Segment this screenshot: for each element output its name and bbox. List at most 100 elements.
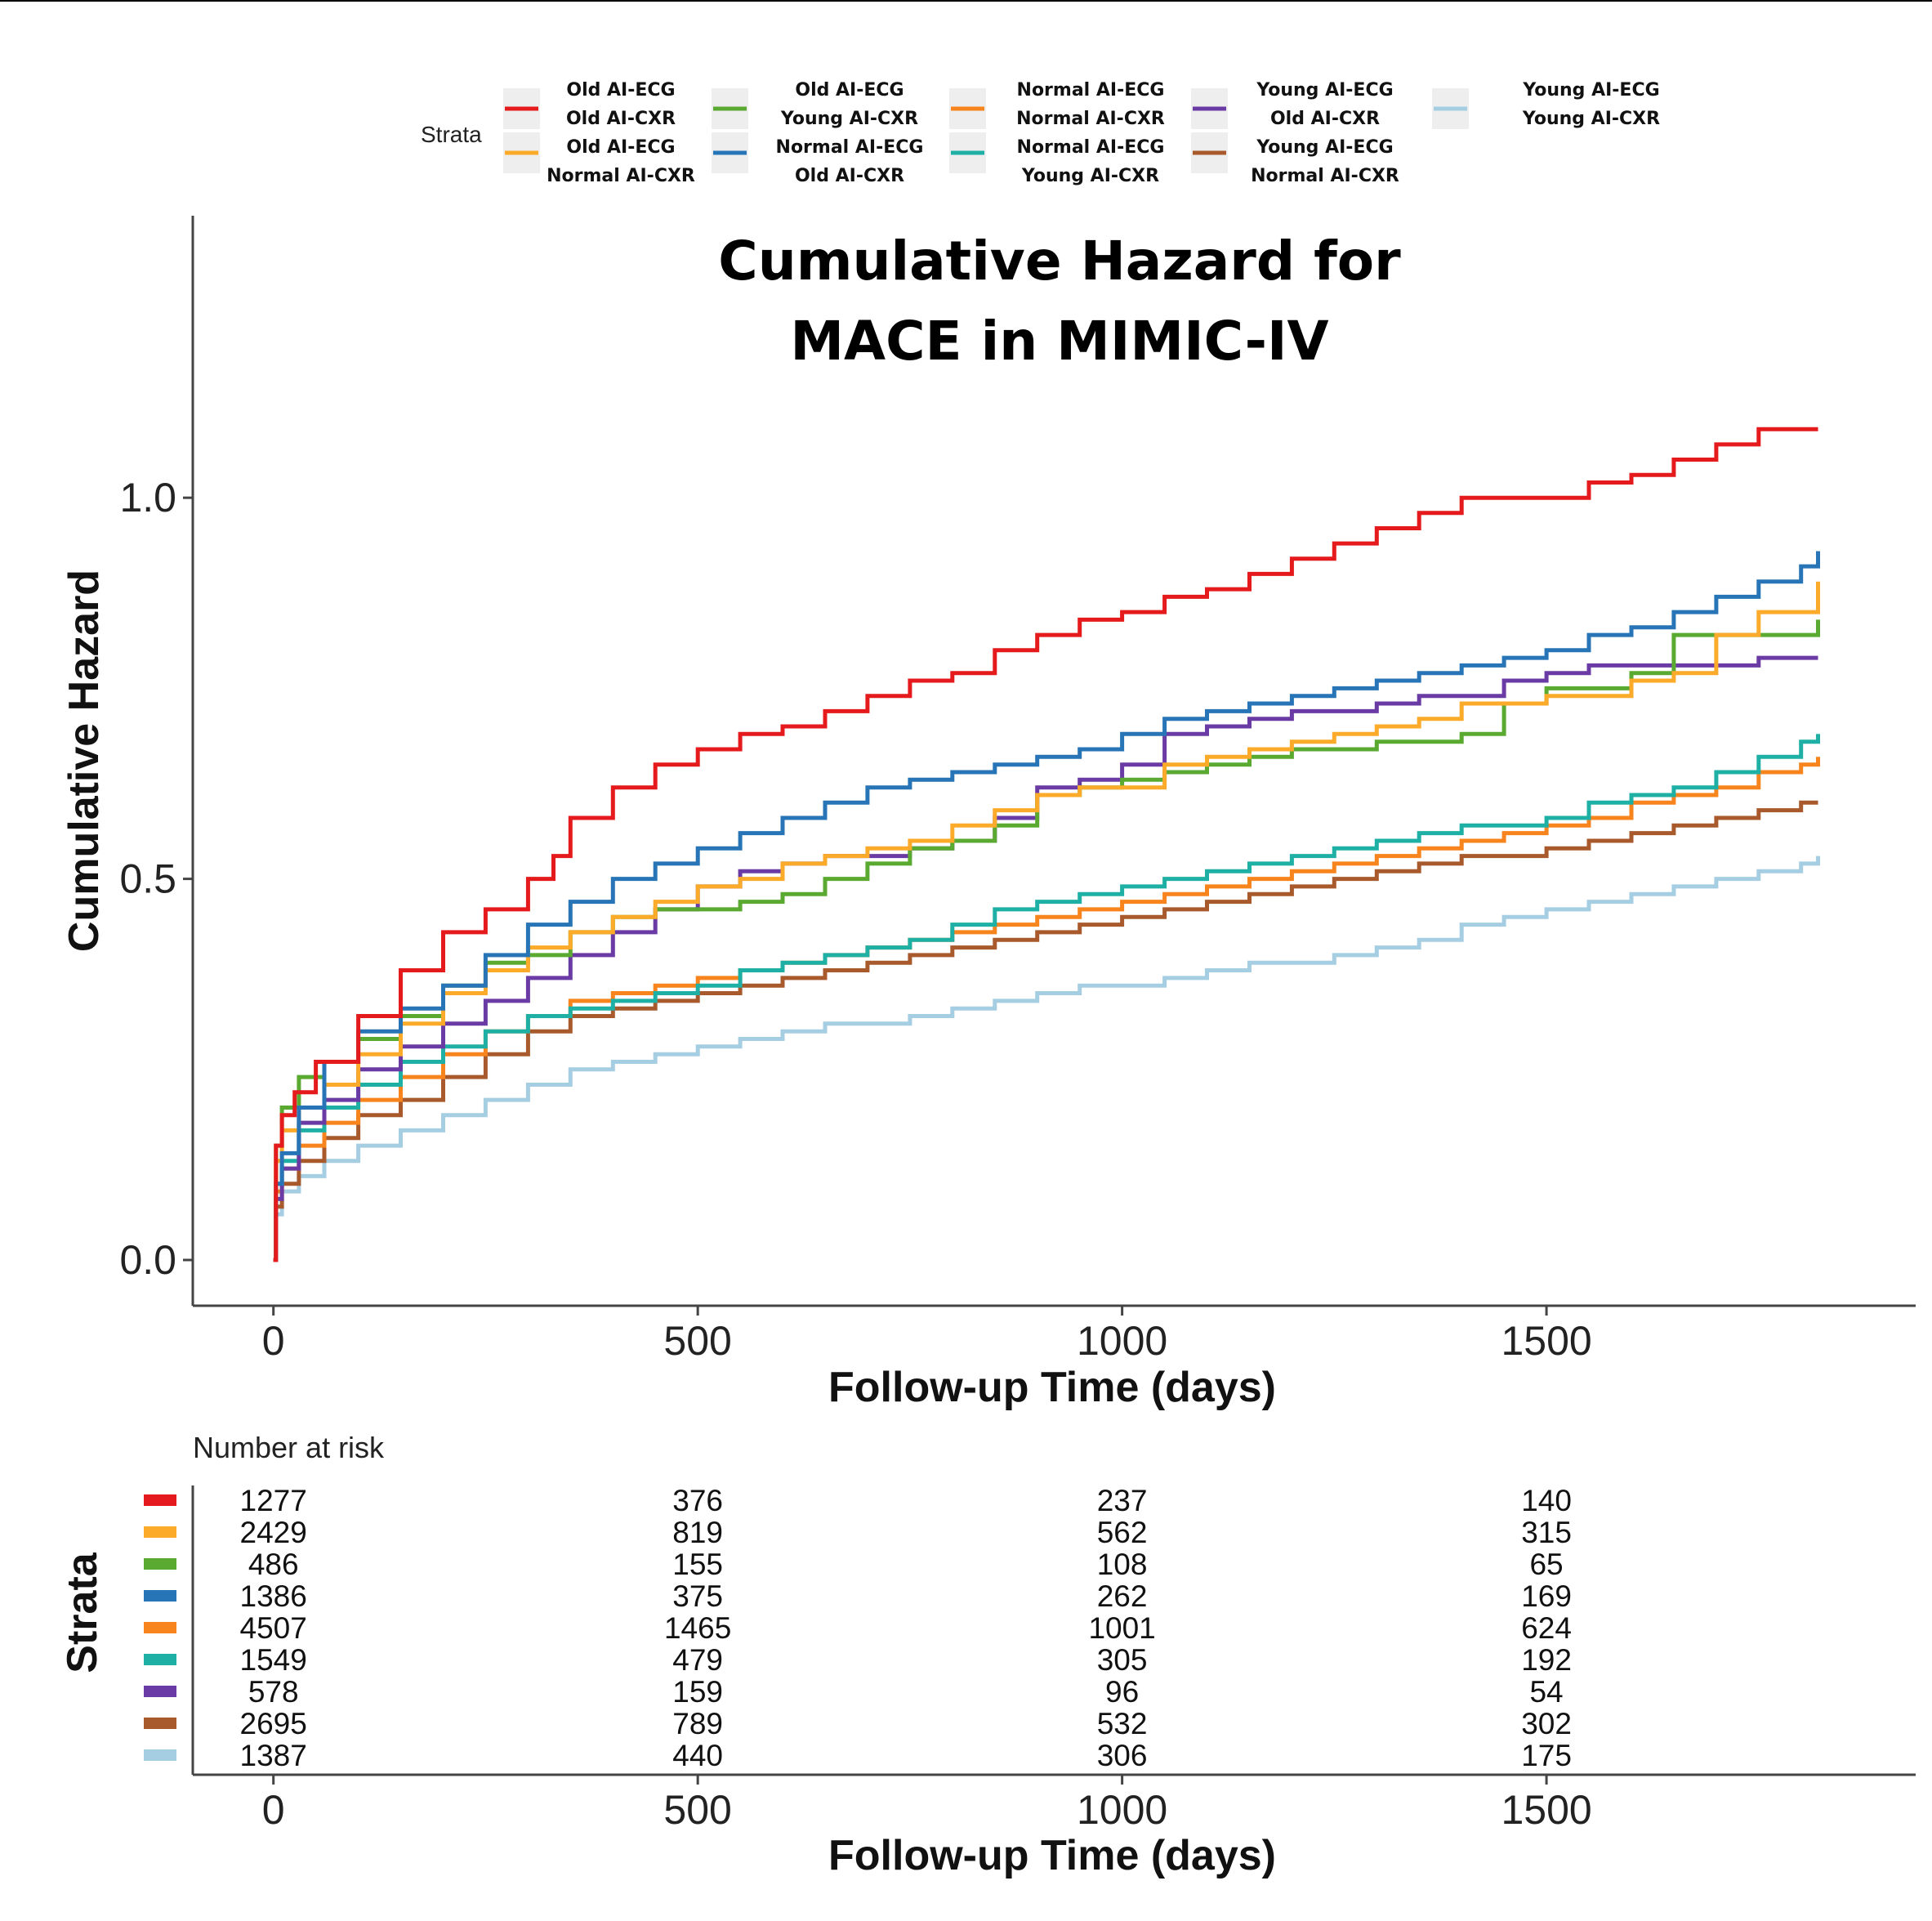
risk-count: 4507 [240, 1611, 307, 1645]
legend-label-line-2: Young AI-CXR [1522, 109, 1660, 129]
risk-row-color-key [144, 1654, 176, 1665]
chart-title-line-2: MACE in MIMIC-IV [790, 310, 1328, 373]
legend-item: Old AI-ECG Normal AI-CXR [503, 132, 695, 186]
legend-label-line-1: Old AI-ECG [795, 80, 904, 101]
risk-count: 1277 [240, 1484, 307, 1517]
risk-count: 96 [1105, 1675, 1139, 1709]
x-axis-title: Follow-up Time (days) [828, 1364, 1276, 1411]
risk-x-tick-label: 0 [262, 1787, 285, 1833]
risk-count: 54 [1529, 1675, 1563, 1709]
risk-row: 486 155 108 65 [144, 1548, 1564, 1581]
risk-x-tick-label: 500 [663, 1787, 731, 1833]
risk-count: 486 [248, 1548, 299, 1581]
x-tick-label: 0 [262, 1318, 285, 1364]
risk-row-color-key [144, 1558, 176, 1570]
risk-count: 159 [672, 1675, 723, 1709]
legend-title: Strata [421, 122, 482, 147]
risk-row-color-key [144, 1526, 176, 1538]
legend-item: Normal AI-ECG Normal AI-CXR [949, 80, 1165, 129]
legend-label-line-2: Normal AI-CXR [1251, 166, 1399, 186]
risk-count: 479 [672, 1643, 723, 1677]
risk-table-title: Number at risk [193, 1431, 385, 1464]
curve-old-ai-ecg-normal-ai-cxr [273, 581, 1820, 1262]
y-tick-label: 0.0 [119, 1237, 176, 1283]
curve-old-ai-ecg-old-ai-cxr [273, 427, 1818, 1262]
risk-count: 175 [1521, 1739, 1572, 1772]
risk-count: 1386 [240, 1579, 307, 1613]
risk-count: 262 [1097, 1579, 1148, 1613]
risk-count: 155 [672, 1548, 723, 1581]
risk-count: 237 [1097, 1484, 1148, 1517]
risk-table-y-title: Strata [59, 1552, 106, 1673]
risk-count: 375 [672, 1579, 723, 1613]
risk-count: 305 [1097, 1643, 1148, 1677]
curve-normal-ai-ecg-old-ai-cxr [273, 551, 1820, 1262]
risk-row: 4507 1465 1001 624 [144, 1611, 1572, 1645]
legend-item: Old AI-ECG Young AI-CXR [712, 80, 918, 129]
legend-label-line-2: Old AI-CXR [795, 166, 904, 186]
legend-item: Normal AI-ECG Young AI-CXR [949, 132, 1164, 186]
legend-label-line-2: Normal AI-CXR [1016, 109, 1165, 129]
risk-row-color-key [144, 1590, 176, 1602]
chart-title-line-1: Cumulative Hazard for [718, 230, 1401, 293]
x-tick-label: 1500 [1501, 1318, 1591, 1364]
legend-label-line-2: Old AI-CXR [566, 109, 676, 129]
legend-item: Young AI-ECG Young AI-CXR [1432, 80, 1660, 129]
legend-label-line-1: Young AI-ECG [1522, 80, 1659, 101]
risk-row: 1277 376 237 140 [144, 1484, 1572, 1517]
x-tick-label: 500 [663, 1318, 731, 1364]
risk-count: 108 [1097, 1548, 1148, 1581]
risk-count: 532 [1097, 1707, 1148, 1740]
risk-row-color-key [144, 1686, 176, 1697]
curve-normal-ai-ecg-normal-ai-cxr [273, 757, 1820, 1262]
legend-label-line-2: Normal AI-CXR [547, 166, 695, 186]
risk-count: 2695 [240, 1707, 307, 1740]
risk-row-color-key [144, 1749, 176, 1761]
risk-row: 2695 789 532 302 [144, 1707, 1572, 1740]
risk-count: 140 [1521, 1484, 1572, 1517]
x-tick-label: 1000 [1077, 1318, 1167, 1364]
risk-row-color-key [144, 1718, 176, 1729]
legend-label-line-1: Normal AI-ECG [1017, 137, 1165, 158]
legend-label-line-1: Young AI-ECG [1256, 80, 1393, 101]
risk-row-color-key [144, 1494, 176, 1506]
risk-count: 1001 [1088, 1611, 1155, 1645]
risk-count: 440 [672, 1739, 723, 1772]
legend: Strata Old AI-ECG Old AI-CXR Old AI-ECG Nor… [421, 80, 1660, 186]
top-border [0, 0, 1932, 2]
legend-label-line-2: Young AI-CXR [780, 109, 918, 129]
risk-x-tick-label: 1000 [1077, 1787, 1167, 1833]
risk-row: 2429 819 562 315 [144, 1516, 1572, 1549]
legend-label-line-2: Old AI-CXR [1270, 109, 1380, 129]
risk-count: 169 [1521, 1579, 1572, 1613]
y-tick-label: 0.5 [119, 856, 176, 902]
risk-row-color-key [144, 1622, 176, 1633]
legend-label-line-1: Normal AI-ECG [776, 137, 924, 158]
legend-label-line-1: Old AI-ECG [566, 80, 675, 101]
curve-young-ai-ecg-normal-ai-cxr [273, 800, 1818, 1262]
risk-count: 192 [1521, 1643, 1572, 1677]
risk-count: 2429 [240, 1516, 307, 1549]
legend-label-line-1: Normal AI-ECG [1017, 80, 1165, 101]
y-tick-label: 1.0 [119, 475, 176, 520]
risk-count: 65 [1529, 1548, 1563, 1581]
risk-table-x-title: Follow-up Time (days) [828, 1832, 1276, 1879]
curve-young-ai-ecg-old-ai-cxr [273, 655, 1818, 1262]
curve-normal-ai-ecg-young-ai-cxr [273, 734, 1820, 1262]
curve-young-ai-ecg-young-ai-cxr [273, 856, 1820, 1262]
risk-count: 819 [672, 1516, 723, 1549]
legend-label-line-2: Young AI-CXR [1021, 166, 1159, 186]
risk-row: 578 159 96 54 [144, 1675, 1564, 1709]
legend-item: Young AI-ECG Old AI-CXR [1191, 80, 1394, 129]
risk-count: 302 [1521, 1707, 1572, 1740]
risk-row: 1386 375 262 169 [144, 1579, 1572, 1613]
legend-label-line-1: Old AI-ECG [566, 137, 675, 158]
legend-item: Young AI-ECG Normal AI-CXR [1191, 132, 1399, 186]
risk-count: 1465 [664, 1611, 731, 1645]
risk-row: 1387 440 306 175 [144, 1739, 1572, 1772]
risk-count: 789 [672, 1707, 723, 1740]
legend-item: Old AI-ECG Old AI-CXR [503, 80, 676, 129]
legend-label-line-1: Young AI-ECG [1256, 137, 1393, 158]
risk-count: 624 [1521, 1611, 1572, 1645]
y-axis-title: Cumulative Hazard [60, 570, 108, 952]
